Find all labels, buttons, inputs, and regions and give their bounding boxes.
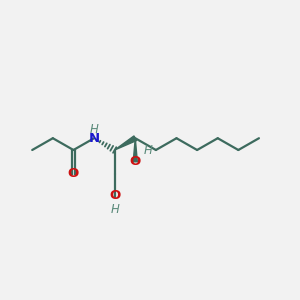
Text: H: H <box>90 124 98 136</box>
Text: H: H <box>110 203 119 216</box>
Polygon shape <box>133 138 137 162</box>
Text: O: O <box>109 189 120 202</box>
Text: O: O <box>129 155 140 168</box>
Text: O: O <box>68 167 79 180</box>
Polygon shape <box>115 136 136 150</box>
Text: H: H <box>143 143 152 157</box>
Text: N: N <box>88 132 100 145</box>
